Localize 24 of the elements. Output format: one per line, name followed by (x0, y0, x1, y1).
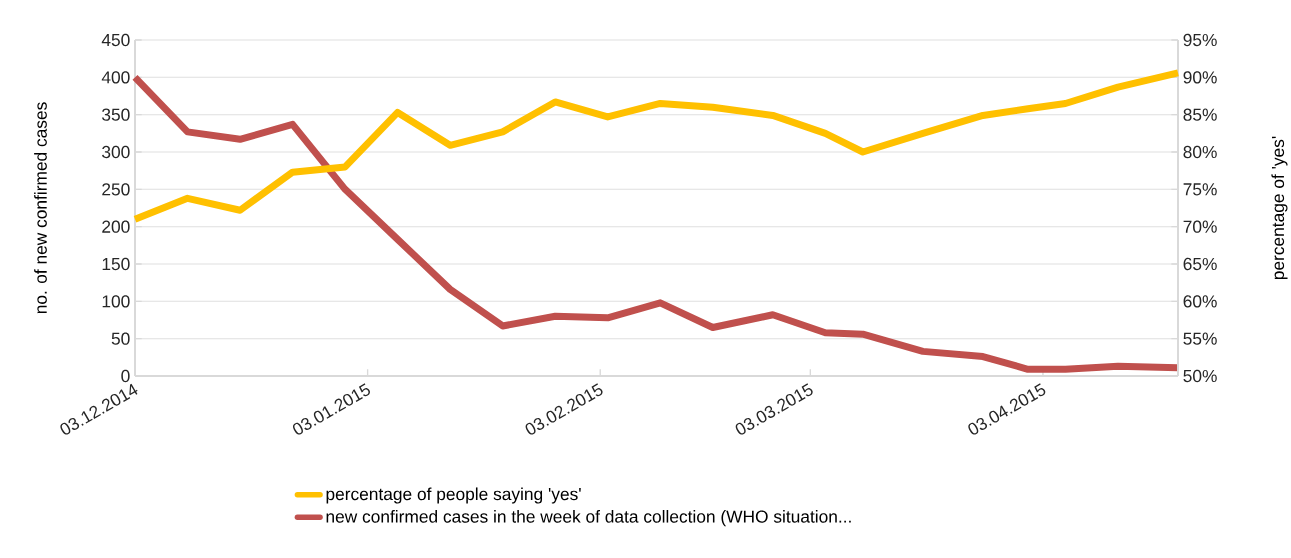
y-tick-label: 450 (101, 33, 130, 47)
y2-tick-label: 75% (1183, 183, 1217, 196)
y-tick-label: 150 (102, 257, 130, 271)
y2-axis-title: percentage of 'yes' (1271, 136, 1288, 280)
y2-tick-label: 60% (1183, 295, 1217, 308)
y-tick-label: 50 (111, 332, 130, 345)
legend-label: percentage of people saying 'yes' (326, 487, 581, 504)
y-tick-label: 400 (101, 71, 130, 84)
y2-tick-label: 95% (1183, 33, 1217, 47)
y2-tick-label: 85% (1183, 108, 1217, 121)
y2-tick-label: 55% (1183, 332, 1217, 345)
y-tick-label: 0 (121, 369, 130, 383)
y-tick-label: 250 (102, 183, 130, 196)
y2-tick-label: 90% (1183, 71, 1217, 84)
y-tick-label: 100 (102, 295, 130, 308)
y2-tick-label: 50% (1183, 369, 1217, 383)
y-tick-label: 300 (102, 145, 130, 159)
y-tick-label: 350 (102, 108, 130, 121)
legend-label: new confirmed cases in the week of data collection (WHO situation... (326, 509, 851, 527)
y2-tick-label: 80% (1183, 145, 1217, 159)
y-axis-title: no. of new confirmed cases (34, 102, 47, 314)
y-tick-label: 200 (102, 220, 130, 233)
y2-tick-label: 70% (1183, 220, 1217, 233)
y2-tick-label: 65% (1183, 257, 1217, 271)
